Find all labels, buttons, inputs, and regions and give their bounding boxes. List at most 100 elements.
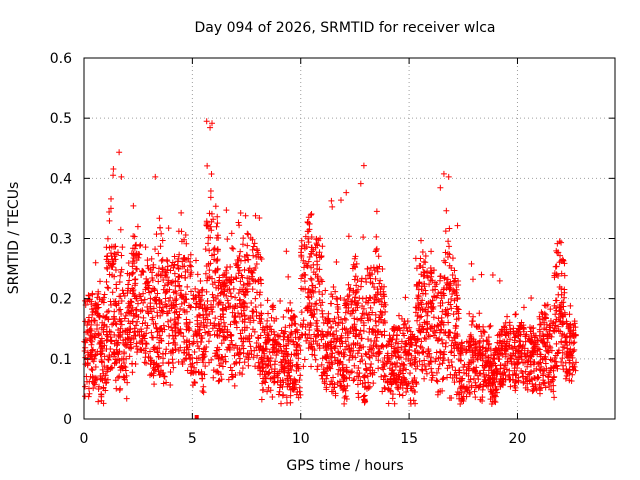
data-point xyxy=(147,295,154,302)
data-point xyxy=(530,330,537,337)
data-point xyxy=(402,376,409,383)
data-point xyxy=(141,332,148,339)
data-point xyxy=(416,350,423,357)
data-point xyxy=(150,305,157,312)
data-point xyxy=(276,388,283,395)
data-point xyxy=(180,307,187,314)
data-point xyxy=(140,290,147,297)
data-point xyxy=(204,297,211,304)
data-point xyxy=(228,230,235,237)
data-point xyxy=(103,337,110,344)
data-point xyxy=(300,317,307,324)
data-point xyxy=(207,234,214,241)
data-point xyxy=(437,354,444,361)
data-point xyxy=(543,321,550,328)
data-point xyxy=(194,271,201,278)
data-point xyxy=(557,311,564,318)
data-point xyxy=(274,340,281,347)
data-point xyxy=(337,382,344,389)
data-point xyxy=(165,225,172,232)
data-point xyxy=(106,353,113,360)
data-point xyxy=(349,354,356,361)
data-point xyxy=(216,277,223,284)
data-point xyxy=(371,284,378,291)
data-point xyxy=(87,332,94,339)
data-point xyxy=(270,344,277,351)
data-point xyxy=(322,287,329,294)
data-point xyxy=(256,315,263,322)
data-point xyxy=(217,371,224,378)
data-point xyxy=(427,298,434,305)
data-point xyxy=(167,267,174,274)
data-point xyxy=(209,281,216,288)
data-point xyxy=(205,240,212,247)
data-point xyxy=(358,353,365,360)
data-point xyxy=(180,254,187,261)
data-point xyxy=(290,338,297,345)
data-point xyxy=(297,372,304,379)
data-point xyxy=(240,338,247,345)
data-point xyxy=(279,358,286,365)
data-point xyxy=(373,338,380,345)
data-point xyxy=(490,374,497,381)
data-point xyxy=(343,189,350,196)
data-point xyxy=(182,268,189,275)
data-point xyxy=(450,311,457,318)
data-point xyxy=(402,340,409,347)
data-point xyxy=(455,306,462,313)
data-point xyxy=(108,301,115,308)
data-point xyxy=(366,311,373,318)
data-point xyxy=(112,256,119,263)
data-point xyxy=(407,370,414,377)
data-point xyxy=(214,232,221,239)
data-point xyxy=(438,336,445,343)
data-point xyxy=(498,345,505,352)
data-point xyxy=(117,385,124,392)
data-point xyxy=(437,349,444,356)
data-point xyxy=(293,346,300,353)
data-point xyxy=(254,352,261,359)
data-point xyxy=(362,360,369,367)
data-point xyxy=(478,332,485,339)
data-point xyxy=(227,321,234,328)
data-point xyxy=(224,236,231,243)
data-point xyxy=(148,255,155,262)
data-point xyxy=(136,251,143,258)
data-point xyxy=(374,268,381,275)
data-point xyxy=(386,338,393,345)
data-point xyxy=(419,323,426,330)
data-point xyxy=(336,338,343,345)
data-point xyxy=(90,385,97,392)
data-point xyxy=(287,359,294,366)
data-point xyxy=(536,381,543,388)
data-point xyxy=(571,320,578,327)
data-point xyxy=(259,326,266,333)
data-point xyxy=(522,353,529,360)
data-point xyxy=(228,337,235,344)
data-point xyxy=(304,263,311,270)
data-point xyxy=(185,255,192,262)
data-point xyxy=(115,351,122,358)
data-point xyxy=(331,354,338,361)
data-point xyxy=(487,322,494,329)
data-point xyxy=(139,268,146,275)
data-point xyxy=(252,212,259,219)
data-point xyxy=(446,334,453,341)
data-point xyxy=(458,376,465,383)
data-point xyxy=(547,367,554,374)
data-point xyxy=(190,295,197,302)
data-point xyxy=(220,314,227,321)
x-tick-label: 15 xyxy=(400,431,418,447)
data-point xyxy=(195,292,202,299)
data-point xyxy=(253,289,260,296)
data-point xyxy=(503,329,510,336)
data-point xyxy=(428,365,435,372)
data-point xyxy=(512,372,519,379)
data-point xyxy=(242,212,249,219)
data-point xyxy=(442,249,449,256)
data-point xyxy=(419,249,426,256)
data-point xyxy=(376,263,383,270)
data-point xyxy=(147,303,154,310)
data-point xyxy=(124,379,131,386)
data-point xyxy=(223,277,230,284)
